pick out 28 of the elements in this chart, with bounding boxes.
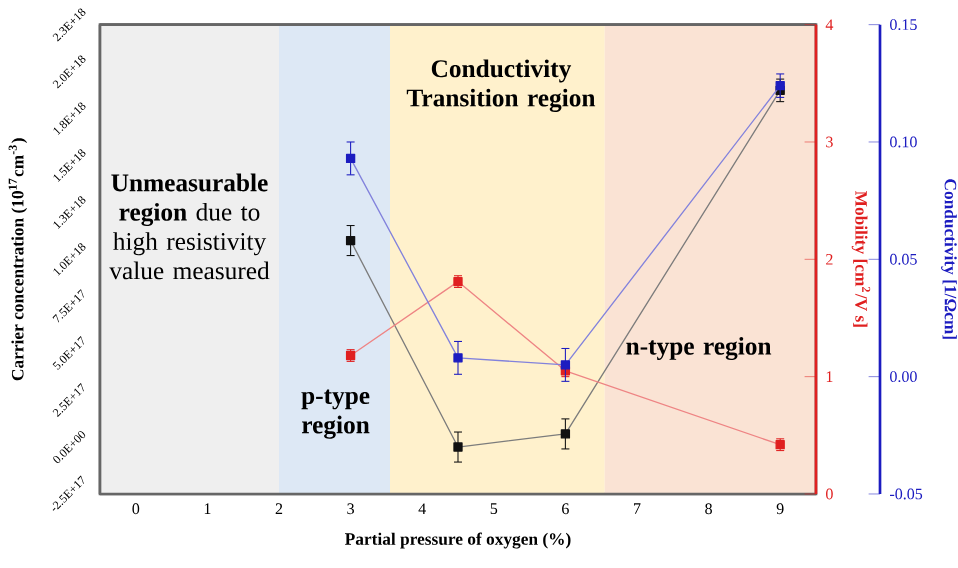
x-axis-title: Partial pressure of oxygen (%) bbox=[345, 532, 571, 549]
y3-tick-label: 0.00 bbox=[890, 371, 917, 383]
band-label: Conductivity Transition region bbox=[406, 59, 596, 112]
x-tick-label: 8 bbox=[705, 503, 712, 515]
y2-tick-label: 4 bbox=[825, 19, 834, 30]
x-tick-label: 7 bbox=[634, 503, 641, 514]
x-tick-label: 5 bbox=[490, 503, 498, 515]
y3-tick-label: -0.05 bbox=[890, 488, 923, 500]
y3-tick-label: 0.05 bbox=[890, 253, 917, 265]
y2-axis-title: Mobility [cm$^{2}$/V s] bbox=[851, 190, 871, 327]
band-label: p-type region bbox=[301, 389, 370, 439]
band-label: n-type region bbox=[626, 336, 772, 361]
x-tick-label: 3 bbox=[347, 503, 354, 515]
y3-axis-title: Conductivity [1/Ωcm] bbox=[941, 179, 957, 339]
y3-tick-label: 0.15 bbox=[890, 19, 917, 31]
x-tick-label: 1 bbox=[204, 503, 211, 514]
y2-tick-label: 1 bbox=[826, 371, 833, 382]
y2-tick-label: 2 bbox=[826, 253, 833, 265]
y2-tick-label: 0 bbox=[826, 488, 833, 500]
x-tick-label: 2 bbox=[275, 503, 283, 514]
y2-tick-label: 3 bbox=[826, 136, 833, 148]
y-axis-title: Carrier concentration (10$^{17}$cm$^{-3}$) bbox=[8, 138, 28, 381]
x-tick-label: 4 bbox=[418, 503, 426, 514]
y3-tick-label: 0.10 bbox=[890, 136, 917, 148]
band-label: Unmeasurable region due to high resistivity value measured bbox=[109, 173, 270, 280]
x-tick-label: 9 bbox=[776, 503, 784, 515]
x-tick-label: 0 bbox=[132, 503, 140, 515]
x-tick-label: 6 bbox=[562, 503, 569, 515]
